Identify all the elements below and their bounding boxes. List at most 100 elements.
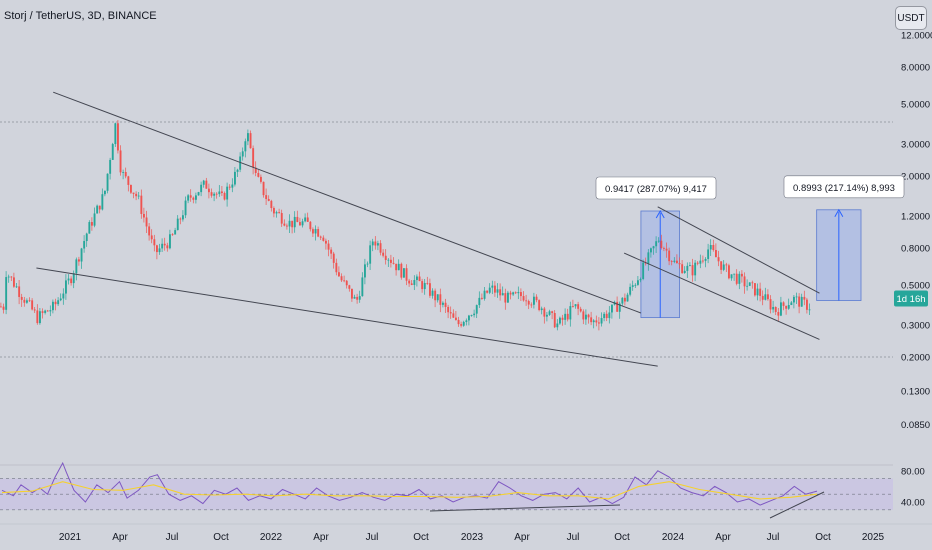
candle-down bbox=[319, 236, 322, 238]
candle-down bbox=[117, 123, 119, 151]
candle-down bbox=[28, 300, 31, 302]
currency-button[interactable]: USDT bbox=[895, 6, 927, 30]
trendline-channel-lower[interactable] bbox=[623, 252, 820, 340]
candle-down bbox=[720, 261, 723, 270]
candle-down bbox=[36, 310, 39, 324]
candle-down bbox=[449, 312, 452, 314]
candle-down bbox=[249, 133, 252, 149]
candle-down bbox=[624, 297, 626, 302]
candle-down bbox=[774, 306, 777, 313]
candle-down bbox=[410, 283, 413, 285]
candle-down bbox=[767, 294, 769, 300]
candle-up bbox=[293, 216, 296, 228]
candle-up bbox=[507, 292, 509, 303]
candle-down bbox=[717, 257, 720, 262]
candle-down bbox=[254, 167, 257, 173]
measure-label-box bbox=[595, 176, 717, 200]
x-tick-label: Apr bbox=[313, 532, 329, 543]
x-tick-label: 2022 bbox=[260, 532, 283, 543]
candle-down bbox=[189, 195, 192, 198]
candle-down bbox=[306, 217, 309, 222]
candle-up bbox=[709, 244, 712, 250]
candle-up bbox=[111, 144, 114, 160]
candle-down bbox=[130, 184, 132, 193]
candle-down bbox=[691, 265, 694, 276]
candle-up bbox=[707, 249, 710, 259]
candle-up bbox=[621, 297, 624, 304]
candle-down bbox=[335, 262, 338, 273]
x-tick-label: Jul bbox=[767, 532, 780, 543]
candle-down bbox=[520, 292, 522, 297]
measure-label[interactable]: 0.8993 (217.14%) 8,993 bbox=[783, 175, 905, 199]
measure-label[interactable]: 0.9417 (287.07%) 9,417 bbox=[595, 176, 717, 200]
candle-down bbox=[566, 313, 569, 320]
candle-down bbox=[325, 240, 327, 244]
candle-down bbox=[210, 192, 213, 196]
x-tick-label: Jul bbox=[366, 532, 379, 543]
candle-up bbox=[122, 172, 125, 173]
candle-up bbox=[62, 293, 65, 299]
candle-down bbox=[395, 263, 398, 271]
candle-down bbox=[215, 193, 218, 195]
candle-up bbox=[158, 248, 161, 253]
candle-down bbox=[23, 299, 26, 303]
candle-up bbox=[387, 259, 390, 261]
candle-up bbox=[548, 311, 551, 315]
candle-down bbox=[153, 239, 156, 246]
candle-up bbox=[652, 246, 655, 249]
rsi-tick-label: 80.00 bbox=[901, 466, 925, 477]
candle-up bbox=[608, 312, 611, 319]
candle-up bbox=[564, 313, 567, 320]
symbol-title[interactable]: Storj / TetherUS, 3D, BINANCE bbox=[4, 10, 157, 22]
candle-up bbox=[556, 323, 559, 328]
candle-up bbox=[673, 260, 676, 262]
candle-up bbox=[517, 292, 520, 294]
candle-up bbox=[631, 285, 634, 287]
candle-up bbox=[592, 320, 595, 323]
trendline-lower-wedge[interactable] bbox=[36, 267, 658, 367]
candle-down bbox=[551, 311, 554, 314]
annotations[interactable]: 0.9417 (287.07%) 9,417 0.8993 (217.14%) 8… bbox=[36, 91, 928, 519]
candle-up bbox=[371, 241, 374, 246]
candle-down bbox=[663, 247, 665, 249]
candle-down bbox=[522, 296, 525, 301]
candle-up bbox=[93, 213, 96, 226]
candle-up bbox=[626, 294, 629, 302]
candle-up bbox=[75, 259, 78, 274]
candle-up bbox=[540, 308, 543, 311]
candle-up bbox=[722, 264, 725, 270]
candle-down bbox=[332, 253, 335, 263]
candle-down bbox=[590, 317, 593, 323]
candle-up bbox=[184, 200, 187, 216]
x-tick-label: Jul bbox=[567, 532, 580, 543]
rsi-trendline-flat[interactable] bbox=[429, 504, 621, 512]
candle-up bbox=[655, 241, 658, 247]
candle-up bbox=[234, 171, 236, 185]
candle-down bbox=[696, 262, 699, 264]
candle-up bbox=[618, 303, 621, 312]
candle-up bbox=[704, 258, 707, 261]
candle-up bbox=[57, 300, 60, 305]
candle-down bbox=[119, 150, 122, 173]
candle-down bbox=[702, 260, 704, 262]
candle-down bbox=[429, 283, 431, 296]
candle-up bbox=[465, 320, 468, 322]
candle-down bbox=[390, 259, 392, 263]
candle-down bbox=[10, 276, 13, 278]
candle-down bbox=[379, 243, 382, 253]
candle-down bbox=[260, 176, 262, 182]
trendline-channel-upper[interactable] bbox=[657, 206, 820, 294]
candle-down bbox=[265, 195, 268, 200]
candle-down bbox=[660, 240, 663, 248]
trendline-upper-wedge[interactable] bbox=[53, 91, 642, 314]
candle-down bbox=[504, 293, 507, 303]
rsi-trendline-rising[interactable] bbox=[769, 491, 825, 519]
candle-down bbox=[525, 300, 528, 302]
candle-down bbox=[561, 317, 564, 320]
candle-down bbox=[670, 261, 673, 262]
candle-up bbox=[483, 290, 486, 299]
countdown-badge[interactable] bbox=[894, 290, 928, 307]
x-tick-label: Oct bbox=[413, 532, 429, 543]
